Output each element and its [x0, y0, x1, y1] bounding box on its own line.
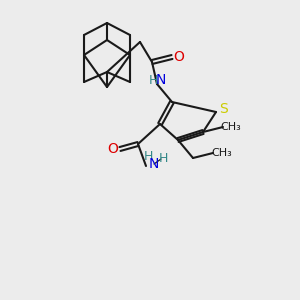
Text: O: O [174, 50, 184, 64]
Text: S: S [219, 102, 227, 116]
Text: N: N [156, 73, 166, 87]
Text: CH₃: CH₃ [212, 148, 233, 158]
Text: N: N [149, 157, 159, 171]
Text: CH₃: CH₃ [220, 122, 242, 132]
Text: H: H [148, 74, 158, 86]
Text: H: H [143, 149, 153, 163]
Text: O: O [108, 142, 118, 156]
Text: H: H [158, 152, 168, 164]
